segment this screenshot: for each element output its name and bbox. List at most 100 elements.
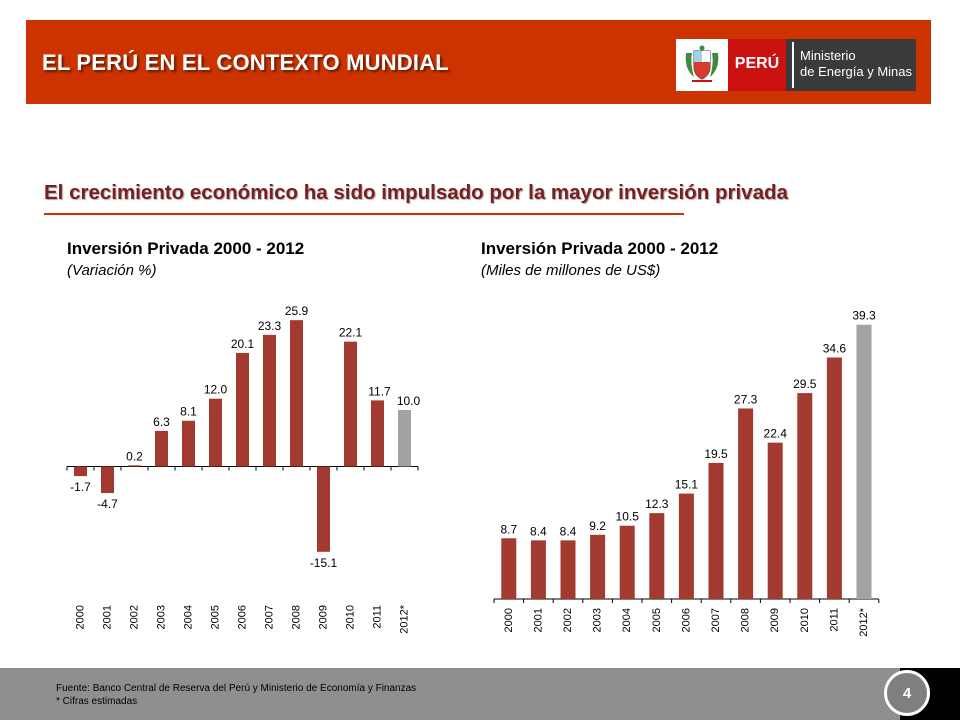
category-label: 2009 xyxy=(769,608,781,632)
bar-value-label: -1.7 xyxy=(70,480,91,494)
category-label: 2007 xyxy=(264,605,276,629)
category-label: 2003 xyxy=(156,605,168,629)
ministry-line2: de Energía y Minas xyxy=(800,64,913,79)
bar-value-label: 10.0 xyxy=(397,394,421,408)
bar xyxy=(619,525,635,599)
chart2-subtitle: (Miles de millones de US$) xyxy=(481,262,660,279)
bar-value-label: 27.3 xyxy=(734,392,758,406)
bar xyxy=(708,462,724,599)
charts-canvas: Inversión Privada 2000 - 2012 (Variación… xyxy=(66,239,880,637)
bar xyxy=(344,341,357,467)
bar xyxy=(182,420,195,467)
bar xyxy=(155,430,168,467)
category-label: 2005 xyxy=(651,608,663,632)
bar-value-label: 29.5 xyxy=(793,377,817,391)
bar xyxy=(767,442,783,599)
page-number-badge: 4 xyxy=(884,670,930,716)
bar xyxy=(317,466,330,552)
chart1-subtitle: (Variación %) xyxy=(67,262,156,279)
peru-brand: PERÚ xyxy=(728,39,786,91)
ministry-brand: Ministerio de Energía y Minas xyxy=(786,39,916,91)
category-label: 2008 xyxy=(740,608,752,632)
bar xyxy=(501,538,517,599)
category-label: 2006 xyxy=(237,605,249,629)
bar-value-label: 9.2 xyxy=(589,519,606,533)
category-label: 2004 xyxy=(621,608,633,632)
category-label: 2001 xyxy=(102,605,114,629)
category-label: 2003 xyxy=(592,608,604,632)
bar xyxy=(678,493,694,599)
category-label: 2009 xyxy=(318,605,330,629)
bar-value-label: 25.9 xyxy=(285,304,309,318)
ministry-logo: PERÚ Ministerio de Energía y Minas xyxy=(676,39,916,91)
ministry-line1: Ministerio xyxy=(800,48,856,63)
bar xyxy=(590,534,606,599)
category-label: 2006 xyxy=(680,608,692,632)
bar xyxy=(738,408,754,599)
bar-value-label: 6.3 xyxy=(153,415,170,429)
category-label: 2011 xyxy=(828,608,840,632)
bar xyxy=(856,324,872,599)
subtitle-underline xyxy=(44,213,684,215)
category-label: 2001 xyxy=(532,608,544,632)
estimate-note: * Cifras estimadas xyxy=(56,696,138,707)
peru-label: PERÚ xyxy=(734,55,780,72)
category-label: 2011 xyxy=(372,605,384,629)
bar xyxy=(560,540,576,599)
bar-value-label: -15.1 xyxy=(310,556,338,570)
category-label: 2010 xyxy=(799,608,811,632)
page-number: 4 xyxy=(902,685,912,702)
category-label: 2004 xyxy=(183,605,195,629)
bar-value-label: -4.7 xyxy=(97,497,118,511)
category-label: 2012* xyxy=(858,607,870,636)
bar xyxy=(649,513,665,599)
bar-value-label: 0.2 xyxy=(126,449,143,463)
bar-value-label: 8.4 xyxy=(530,524,547,538)
slide-subtitle: El crecimiento económico ha sido impulsa… xyxy=(44,181,788,204)
bar-value-label: 15.1 xyxy=(675,478,699,492)
page-title: EL PERÚ EN EL CONTEXTO MUNDIAL xyxy=(42,50,449,75)
source-note: Fuente: Banco Central de Reserva del Per… xyxy=(56,682,416,708)
chart-miles-millones: Inversión Privada 2000 - 2012 (Miles de … xyxy=(481,239,880,637)
category-label: 2007 xyxy=(710,608,722,632)
bar xyxy=(398,410,411,467)
category-label: 2000 xyxy=(503,608,515,632)
bar xyxy=(128,465,141,467)
source-line: Fuente: Banco Central de Reserva del Per… xyxy=(56,683,417,694)
bar-value-label: 20.1 xyxy=(231,337,255,351)
bar-value-label: 8.4 xyxy=(560,524,577,538)
bar-value-label: 22.4 xyxy=(764,427,788,441)
category-label: 2002 xyxy=(562,608,574,632)
bar xyxy=(797,393,813,599)
bar-value-label: 8.7 xyxy=(500,522,517,536)
bar-value-label: 34.6 xyxy=(823,341,847,355)
bar-value-label: 8.1 xyxy=(180,405,197,419)
ministry-name: Ministerio de Energía y Minas xyxy=(800,48,912,80)
bar xyxy=(101,466,114,494)
category-label: 2002 xyxy=(129,605,141,629)
bar xyxy=(263,334,276,467)
bar-value-label: 12.3 xyxy=(645,497,669,511)
bar-value-label: 10.5 xyxy=(616,510,640,524)
bar-value-label: 11.7 xyxy=(368,384,391,398)
bar-value-label: 19.5 xyxy=(704,447,728,461)
bar xyxy=(236,352,249,467)
category-label: 2000 xyxy=(75,605,87,629)
bar-value-label: 12.0 xyxy=(204,383,228,397)
bar-value-label: 39.3 xyxy=(852,309,876,323)
category-label: 2012* xyxy=(399,604,411,633)
category-label: 2010 xyxy=(345,605,357,629)
bar xyxy=(530,540,546,599)
bar xyxy=(74,466,87,477)
category-label: 2008 xyxy=(291,605,303,629)
chart-variacion: Inversión Privada 2000 - 2012 (Variación… xyxy=(66,239,421,634)
ministry-divider xyxy=(792,42,794,88)
bar xyxy=(371,400,384,467)
chart2-title: Inversión Privada 2000 - 2012 xyxy=(481,239,718,258)
chart1-title: Inversión Privada 2000 - 2012 xyxy=(67,239,304,258)
bar-value-label: 23.3 xyxy=(258,319,282,333)
bar xyxy=(290,320,303,467)
coat-of-arms-icon xyxy=(685,45,719,82)
bar xyxy=(826,357,842,599)
footer-bar xyxy=(0,668,960,720)
